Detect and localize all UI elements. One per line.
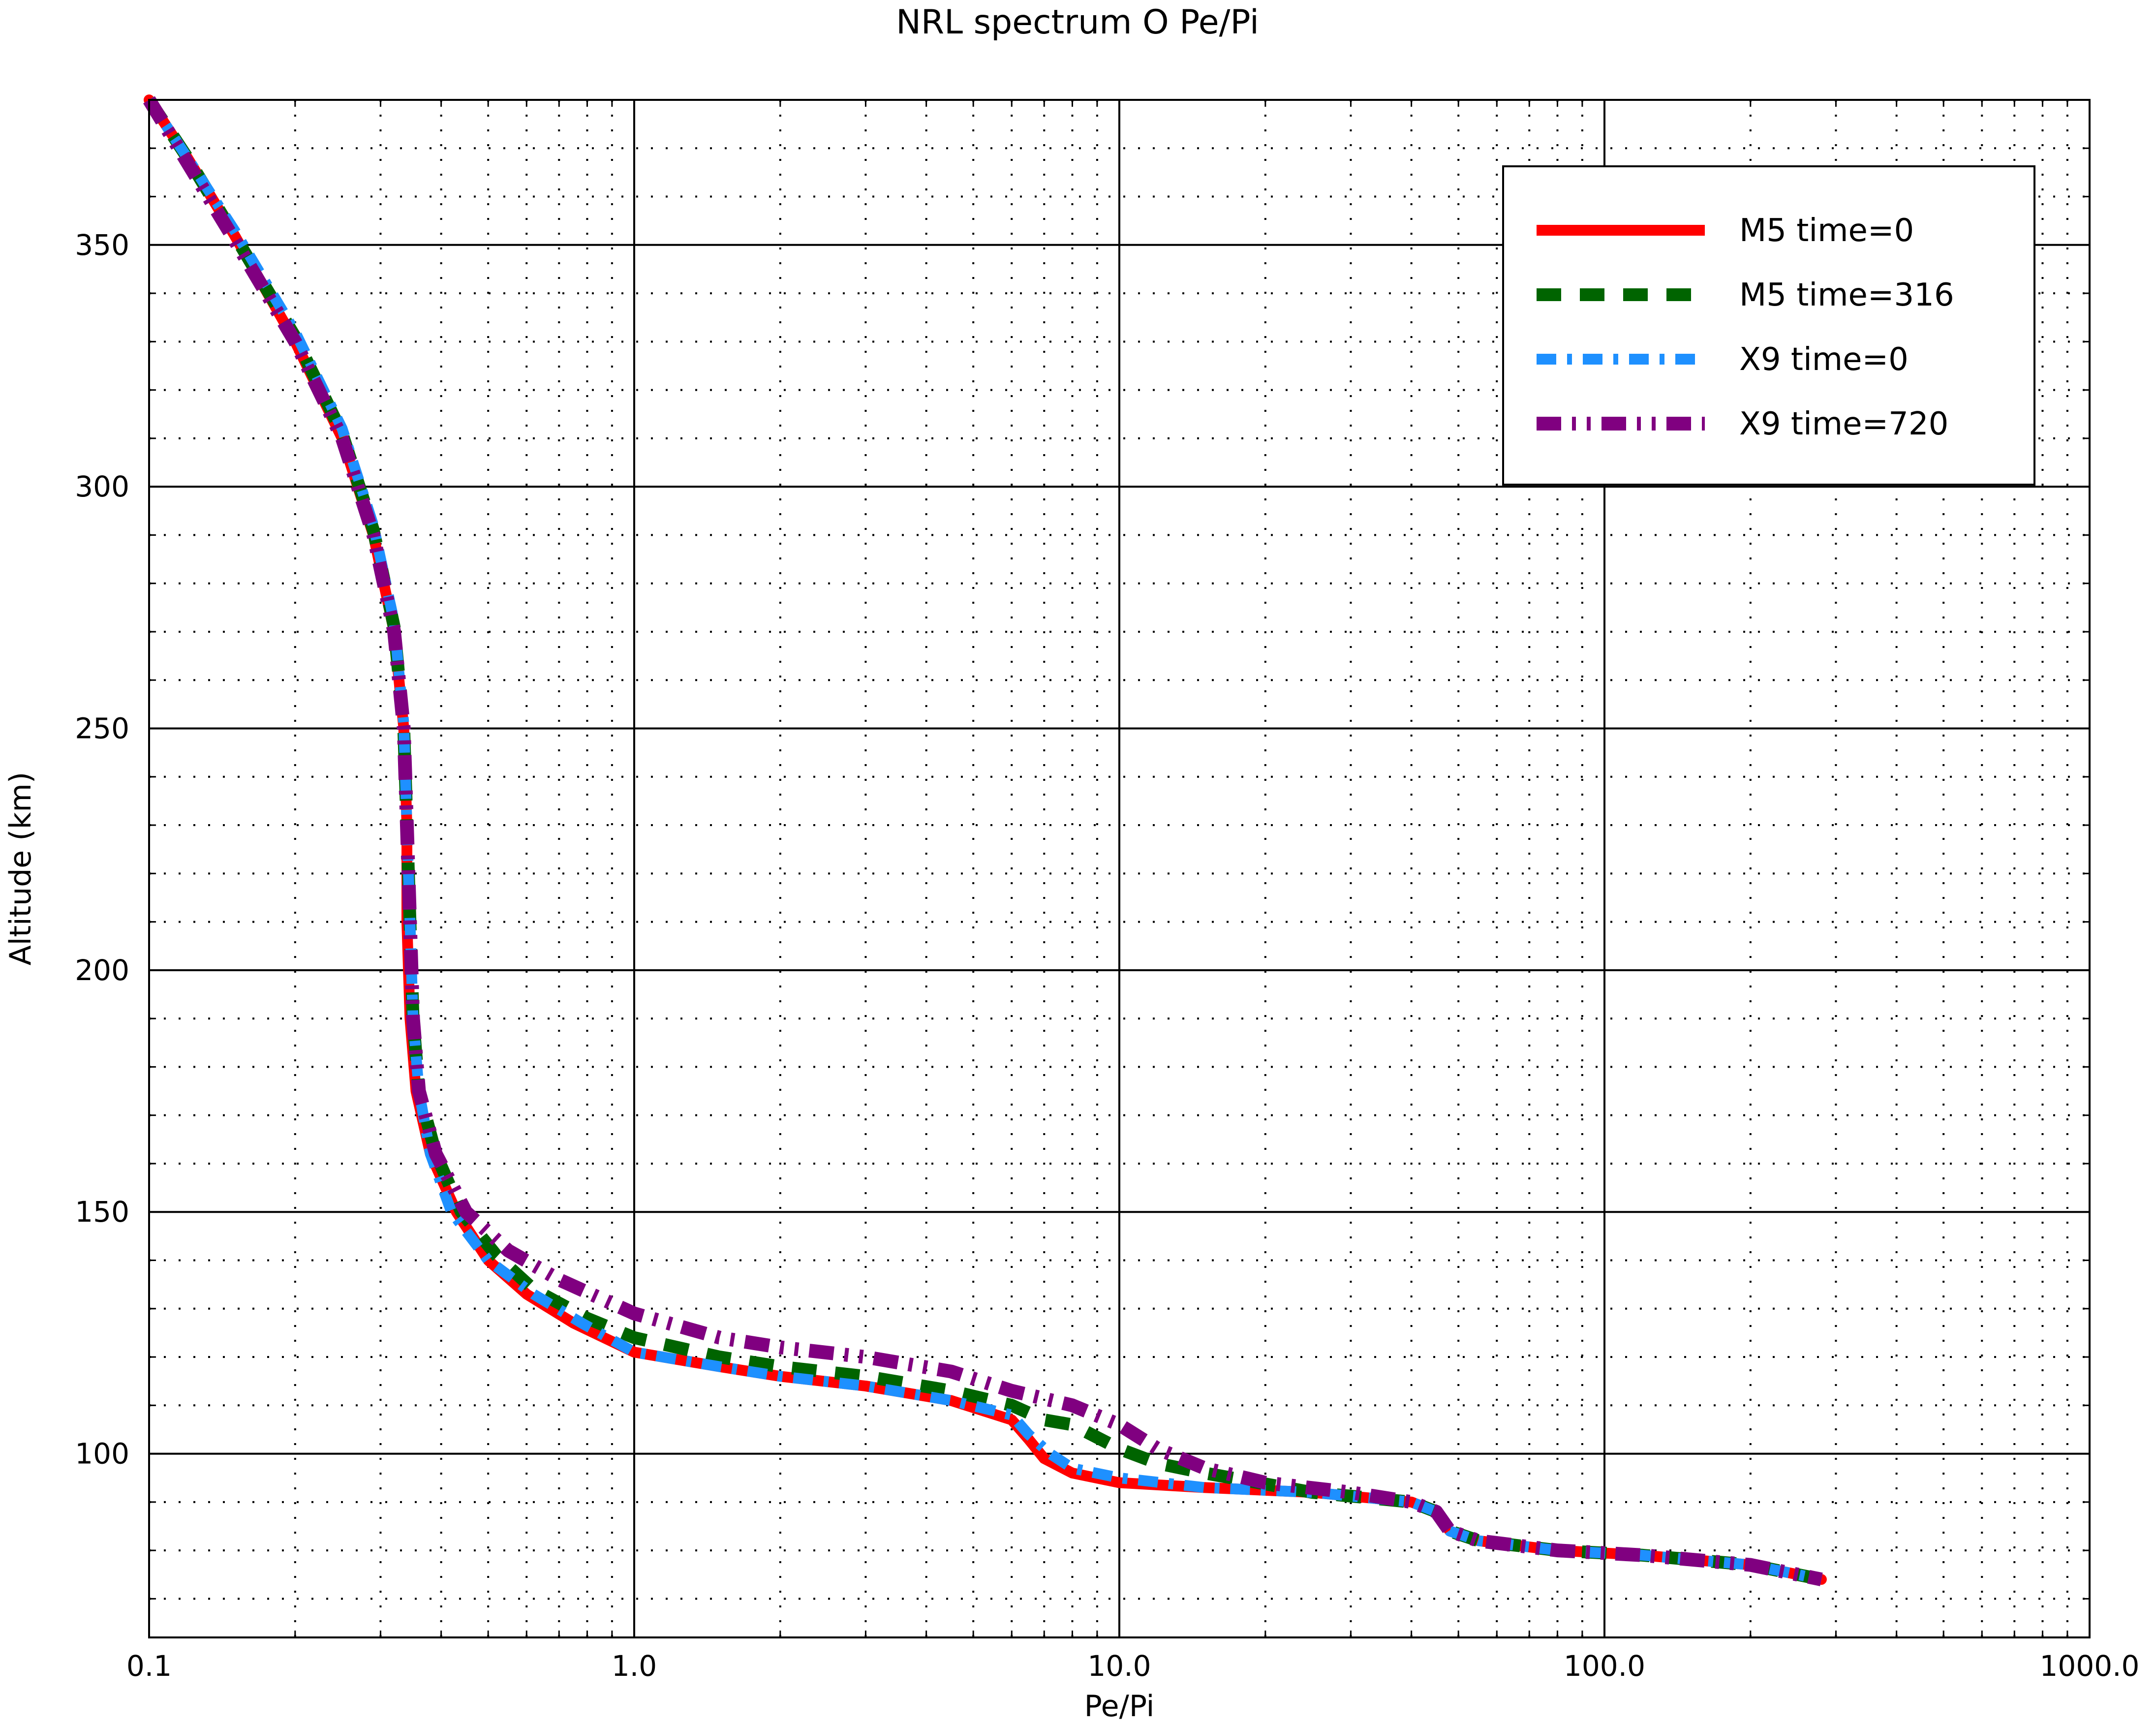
series-line-3: [144, 96, 1823, 1585]
y-tick-label: 350: [75, 228, 129, 262]
legend-label-4: X9 time=720: [1739, 406, 1948, 442]
x-tick-label: 1.0: [612, 1649, 657, 1683]
legend-label-2: M5 time=316: [1739, 277, 1954, 313]
y-tick-label: 100: [75, 1437, 129, 1471]
axis-ticks: [149, 100, 2090, 1637]
legend-label-1: M5 time=0: [1739, 213, 1914, 249]
chart-title: NRL spectrum O Pe/Pi: [896, 3, 1259, 42]
x-axis-label: Pe/Pi: [1084, 1689, 1155, 1724]
x-tick-label: 0.1: [126, 1649, 172, 1683]
legend-box: [1502, 165, 2035, 486]
y-tick-label: 200: [75, 954, 129, 987]
y-axis-label: Altitude (km): [3, 772, 38, 966]
legend-label-3: X9 time=0: [1739, 341, 1909, 378]
series-layer: [143, 94, 1827, 1586]
tick-labels: 0.1 1.0 10.0 100.0 1000.0 100 150 200 250 300 350: [75, 228, 2139, 1683]
series-line-4: [143, 96, 1823, 1586]
minor-gridlines: [149, 100, 2090, 1637]
x-tick-label: 10.0: [1087, 1649, 1151, 1683]
plot-frame: [148, 99, 2091, 1638]
y-tick-label: 150: [75, 1195, 129, 1229]
legend: M5 time=0 M5 time=316 X9 time=0 X9 time=720: [1502, 165, 2035, 486]
x-tick-label: 100.0: [1564, 1649, 1645, 1683]
y-tick-label: 300: [75, 470, 129, 503]
x-tick-label: 1000.0: [2040, 1649, 2140, 1683]
y-tick-label: 250: [75, 712, 129, 745]
